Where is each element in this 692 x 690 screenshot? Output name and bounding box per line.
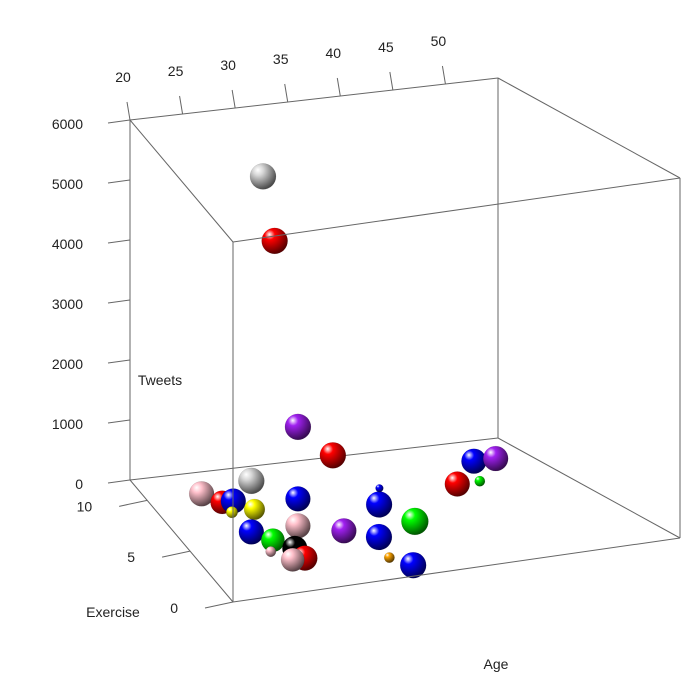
data-point: [284, 413, 312, 441]
y-tick-label: 5000: [52, 176, 83, 192]
data-point: [482, 445, 509, 472]
y-tick-label: 2000: [52, 356, 83, 372]
data-point: [401, 507, 429, 536]
data-point: [249, 163, 277, 190]
z-axis-title: Exercise: [86, 604, 140, 620]
box-edge: [497, 77, 681, 179]
y-tick: [107, 239, 131, 244]
x-tick-label: 35: [273, 51, 289, 67]
data-point: [365, 523, 393, 551]
box-edge: [232, 177, 681, 243]
data-point: [285, 513, 311, 539]
y-axis-title: Tweets: [138, 372, 182, 388]
data-point: [461, 448, 487, 474]
y-tick: [107, 479, 131, 484]
z-tick: [119, 499, 148, 507]
y-tick: [107, 419, 131, 424]
x-tick-label: 20: [115, 69, 131, 85]
data-point: [280, 547, 305, 572]
x-tick-label: 30: [220, 57, 236, 73]
y-tick: [107, 119, 131, 124]
x-tick: [441, 65, 446, 85]
x-axis-title: Age: [484, 656, 509, 672]
data-points: [188, 163, 509, 579]
axis-ticks: [107, 65, 446, 609]
y-tick-label: 0: [75, 476, 83, 492]
y-tick-label: 4000: [52, 236, 83, 252]
box-edge: [129, 77, 499, 121]
z-tick: [204, 601, 234, 609]
x-tick: [336, 77, 341, 97]
data-point: [285, 486, 311, 512]
data-point: [444, 471, 470, 497]
data-point: [365, 491, 393, 518]
y-tick: [107, 299, 131, 304]
z-tick-label: 5: [127, 549, 135, 565]
x-tick: [284, 83, 289, 103]
box-edge: [497, 437, 681, 539]
box-edge: [129, 437, 499, 481]
x-tick: [231, 89, 236, 109]
x-tick-label: 40: [325, 45, 341, 61]
data-point: [238, 467, 265, 495]
y-tick: [107, 179, 131, 184]
y-tick: [107, 359, 131, 364]
y-tick-label: 3000: [52, 296, 83, 312]
bounding-box-back-edges: [129, 77, 499, 603]
data-point: [331, 518, 357, 544]
z-tick: [161, 550, 191, 558]
box-edge: [232, 537, 681, 603]
data-point: [243, 498, 266, 521]
x-tick-label: 50: [431, 33, 447, 49]
z-tick-label: 0: [170, 600, 178, 616]
data-point: [399, 551, 427, 579]
x-tick: [126, 101, 131, 121]
data-point: [474, 475, 486, 487]
axis-tick-labels: 20 25 30 35 40 45 50 0 1000 2000 3000 4000 5000 6000 0…: [52, 33, 447, 616]
x-tick-label: 45: [378, 39, 394, 55]
x-tick: [389, 71, 394, 91]
y-tick-label: 1000: [52, 416, 83, 432]
data-point: [188, 481, 215, 507]
data-point: [225, 506, 238, 519]
box-edge: [129, 119, 234, 243]
y-tick-label: 6000: [52, 116, 83, 132]
bounding-box-front-edges: [129, 77, 681, 603]
data-point: [383, 552, 395, 563]
data-point: [261, 227, 288, 255]
data-point: [375, 484, 384, 493]
data-point: [319, 442, 347, 469]
data-point: [265, 546, 277, 558]
x-tick: [179, 95, 184, 115]
axis-titles: Age Tweets Exercise: [86, 372, 509, 672]
data-point: [238, 519, 265, 545]
z-tick-label: 10: [77, 498, 93, 514]
x-tick-label: 25: [168, 63, 184, 79]
